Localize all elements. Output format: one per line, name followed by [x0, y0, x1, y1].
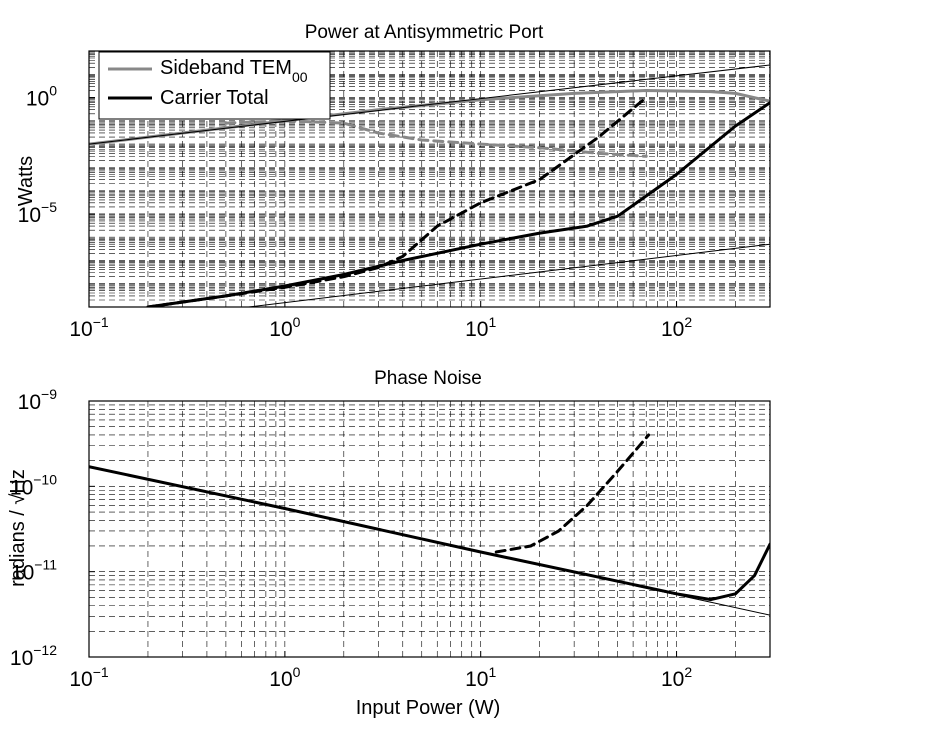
power-chart: Power at Antisymmetric Port Watts 10−1 10… [15, 22, 771, 341]
series-line-solid-0 [89, 465, 770, 602]
x-tick-label: 102 [661, 314, 692, 341]
series-line-dashed-1 [494, 433, 651, 554]
series-line-thin-4 [244, 243, 770, 307]
phase-noise-chart-series [89, 433, 770, 616]
phase-noise-chart: Phase Noise radians / √Hz Input Power (W… [7, 368, 771, 719]
y-tick-label: 10−10 [10, 471, 57, 499]
phase-noise-chart-title: Phase Noise [374, 368, 482, 389]
x-tick-label: 100 [269, 314, 300, 341]
legend-box [98, 51, 331, 120]
x-tick-label: 101 [465, 664, 496, 691]
x-tick-label: 10−1 [69, 314, 109, 341]
power-chart-ylabel: Watts [15, 156, 37, 206]
legend-label-carrier: Carrier Total [160, 87, 269, 109]
legend-label-sideband: Sideband TEM00 [160, 57, 308, 85]
y-tick-label: 10−5 [18, 199, 58, 227]
x-tick-label: 100 [269, 664, 300, 691]
x-tick-label: 10−1 [69, 664, 109, 691]
power-chart-series [89, 64, 770, 307]
series-line-dashed-1 [224, 119, 648, 158]
series-line-dashed-3 [146, 96, 648, 307]
y-tick-label: 10−11 [11, 557, 57, 585]
y-tick-label: 10−9 [18, 386, 58, 414]
phase-noise-chart-frame [88, 400, 771, 658]
y-tick-label: 10−12 [10, 642, 57, 670]
power-chart-legend: Sideband TEM00 Carrier Total [98, 51, 331, 120]
power-chart-title: Power at Antisymmetric Port [305, 22, 544, 43]
series-line-thin-2 [89, 466, 770, 616]
y-tick-label: 100 [26, 83, 57, 111]
series-line-thin-5 [89, 64, 770, 145]
x-tick-label: 102 [661, 664, 692, 691]
phase-noise-chart-ylabel: radians / √Hz [7, 469, 29, 587]
phase-noise-chart-xlabel: Input Power (W) [356, 697, 500, 719]
x-tick-label: 101 [465, 314, 496, 341]
power-chart-ticks: 10−1 100 101 102 100 10−5 [18, 83, 693, 341]
phase-noise-chart-grid [88, 401, 771, 657]
power-chart-frame [88, 50, 771, 308]
phase-noise-chart-ticks: 10−1 100 101 102 10−9 10−10 10−11 10−12 [10, 386, 692, 691]
